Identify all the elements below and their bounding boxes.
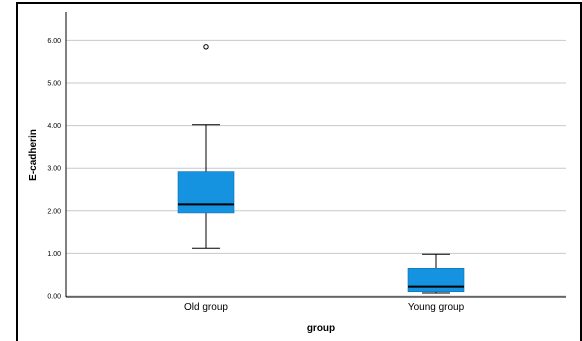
x-tick-label: Young group (408, 302, 465, 313)
box-iqr (407, 268, 465, 293)
y-axis-title: E-cadherin (28, 129, 39, 181)
y-tick-label: 1.00 (47, 251, 61, 258)
box-iqr (177, 171, 235, 214)
chart-frame (16, 2, 582, 341)
x-tick-label: Old group (184, 302, 228, 313)
y-tick-label: 0.00 (47, 294, 61, 301)
x-axis-title: group (307, 323, 335, 334)
y-tick-label: 6.00 (47, 38, 61, 45)
y-tick-label: 3.00 (47, 166, 61, 173)
y-tick-label: 5.00 (47, 81, 61, 88)
outlier-point (203, 44, 209, 50)
y-tick-label: 2.00 (47, 208, 61, 215)
y-tick-label: 4.00 (47, 123, 61, 130)
